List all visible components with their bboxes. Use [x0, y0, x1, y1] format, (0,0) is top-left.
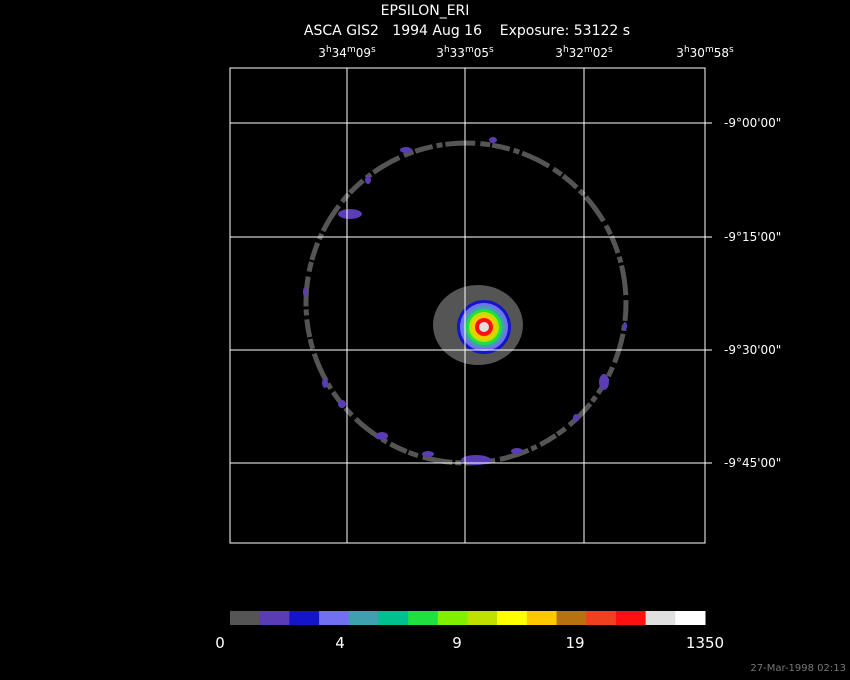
- colorbar-swatch: [259, 611, 290, 625]
- colorbar-swatch: [230, 611, 261, 625]
- colorbar-label: 4: [335, 634, 345, 652]
- ra-value: 30: [690, 46, 705, 60]
- colorbar-swatch: [556, 611, 587, 625]
- ra-label: 3h33m05s: [436, 45, 494, 60]
- coordinate-grid: [230, 68, 712, 543]
- colorbar-swatch: [497, 611, 528, 625]
- colorbar-swatch: [526, 611, 558, 625]
- ra-value: 3: [555, 46, 563, 60]
- ra-unit: h: [326, 45, 332, 55]
- colorbar-swatch: [348, 611, 379, 625]
- ra-unit: h: [684, 45, 690, 55]
- ra-value: 32: [569, 46, 584, 60]
- ra-unit: s: [371, 45, 376, 55]
- ra-unit: h: [563, 45, 569, 55]
- ra-value: 34: [332, 46, 347, 60]
- ra-unit: m: [465, 45, 474, 55]
- colorbar-swatch: [467, 611, 498, 625]
- source: [433, 285, 523, 365]
- ra-unit: s: [729, 45, 734, 55]
- ra-value: 3: [318, 46, 326, 60]
- colorbar-swatch: [289, 611, 320, 625]
- colorbar-label: 0: [215, 634, 225, 652]
- timestamp: 27-Mar-1998 02:13: [750, 663, 846, 674]
- dec-label: -9°45'00": [724, 456, 781, 470]
- colorbar-swatch: [378, 611, 409, 625]
- ra-unit: s: [608, 45, 613, 55]
- colorbar-swatch: [408, 611, 439, 625]
- ra-value: 02: [593, 46, 608, 60]
- colorbar-swatch: [645, 611, 676, 625]
- ra-value: 3: [436, 46, 444, 60]
- ra-unit: s: [489, 45, 494, 55]
- ra-label: 3h32m02s: [555, 45, 613, 60]
- ra-value: 33: [450, 46, 465, 60]
- colorbar-label: 9: [452, 634, 462, 652]
- colorbar-swatch: [586, 611, 617, 625]
- colorbar-label: 1350: [686, 634, 724, 652]
- ra-value: 58: [714, 46, 729, 60]
- dec-label: -9°15'00": [724, 230, 781, 244]
- ra-unit: h: [444, 45, 450, 55]
- ra-unit: m: [584, 45, 593, 55]
- colorbar-label: 19: [565, 634, 584, 652]
- ra-labels: 3h34m09s 3h33m05s 3h32m02s 3h30m58s: [318, 45, 734, 60]
- ra-unit: m: [347, 45, 356, 55]
- dec-labels: -9°00'00" -9°15'00" -9°30'00" -9°45'00": [724, 116, 781, 470]
- colorbar-swatch: [615, 611, 647, 625]
- colorbar-swatch: [437, 611, 468, 625]
- object-title: EPSILON_ERI: [381, 3, 470, 19]
- ra-label: 3h34m09s: [318, 45, 376, 60]
- ra-value: 09: [356, 46, 371, 60]
- observation-info: ASCA GIS2 1994 Aug 16 Exposure: 53122 s: [304, 23, 630, 39]
- ra-label: 3h30m58s: [676, 45, 734, 60]
- dec-label: -9°00'00": [724, 116, 781, 130]
- dec-label: -9°30'00": [724, 343, 781, 357]
- ra-value: 3: [676, 46, 684, 60]
- colorbar: 0 4 9 19 1350: [215, 611, 724, 652]
- colorbar-swatch: [319, 611, 350, 625]
- ra-value: 05: [474, 46, 489, 60]
- image: [229, 67, 712, 544]
- colorbar-swatch: [675, 611, 706, 625]
- ra-unit: m: [705, 45, 714, 55]
